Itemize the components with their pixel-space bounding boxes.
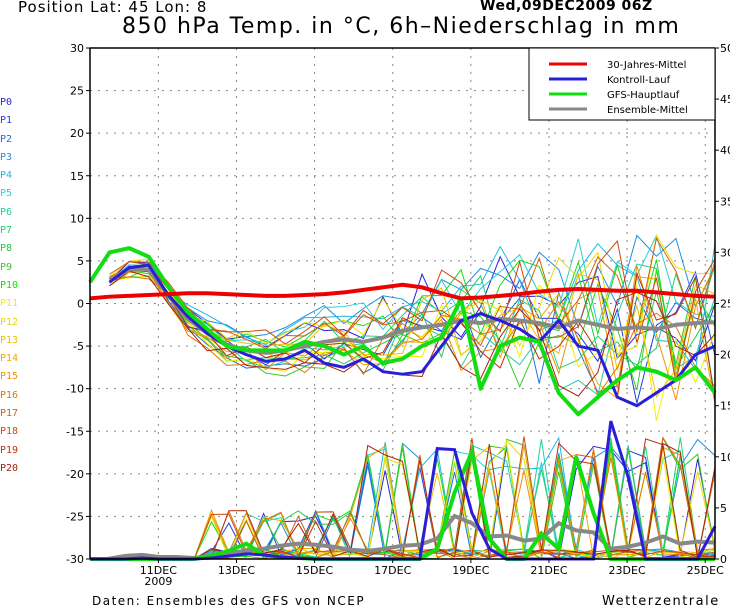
x-tick-label: 11DEC [140, 564, 177, 577]
ensemble-member-temp-line [109, 270, 716, 397]
legend-label: 30-Jahres-Mittel [607, 60, 686, 71]
member-label: P7 [0, 225, 13, 237]
y-tick-label-left: -15 [66, 425, 84, 438]
member-label: P18 [0, 426, 19, 438]
member-label: P12 [0, 316, 19, 328]
x-tick-label: 19DEC [452, 564, 489, 577]
y-tick-label-right: 20 [720, 349, 730, 362]
member-label: P13 [0, 334, 19, 346]
y-tick-label-left: -5 [73, 340, 84, 353]
position-label: Position Lat: 45 Lon: 8 [18, 0, 208, 16]
y-tick-label-right: 50 [720, 42, 730, 55]
y-tick-label-left: -10 [66, 383, 84, 396]
x-tick-label: 13DEC [218, 564, 255, 577]
y-tick-label-right: 10 [720, 451, 730, 464]
member-label: P15 [0, 371, 19, 383]
y-tick-label-right: 5 [720, 502, 727, 515]
member-label: P20 [0, 462, 19, 474]
chart-title: 850 hPa Temp. in °C, 6h–Niederschlag in … [122, 14, 681, 39]
member-label: P1 [0, 115, 13, 127]
member-label: P6 [0, 206, 13, 218]
y-tick-label-right: 40 [720, 144, 730, 157]
legend-label: Kontroll-Lauf [607, 75, 671, 86]
member-label: P16 [0, 389, 19, 401]
x-tick-label: 21DEC [530, 564, 567, 577]
y-tick-label-left: -30 [66, 553, 84, 566]
x-tick-sublabel: 2009 [144, 575, 172, 588]
member-label: P5 [0, 188, 13, 200]
ensemble-member-temp-line [109, 276, 716, 397]
x-tick-label: 23DEC [609, 564, 646, 577]
y-tick-label-right: 30 [720, 246, 730, 259]
data-source: Daten: Ensembles des GFS von NCEP [92, 594, 366, 608]
x-tick-label: 17DEC [374, 564, 411, 577]
member-label: P9 [0, 261, 13, 273]
ensemble-member-temp-line [109, 274, 716, 421]
temp-line-gfs-hauptlauf [88, 246, 717, 417]
x-tick-label: 15DEC [296, 564, 333, 577]
x-tick-label: 25DEC [687, 564, 724, 577]
y-tick-label-right: 15 [720, 400, 730, 413]
y-tick-label-left: 5 [77, 255, 84, 268]
y-tick-label-left: 25 [70, 85, 84, 98]
ensemble-member-temp-line [109, 242, 716, 371]
legend: 30-Jahres-Mittel Kontroll-Lauf GFS-Hauptla… [528, 47, 716, 121]
y-tick-label-left: -20 [66, 468, 84, 481]
member-label: P11 [0, 298, 19, 310]
run-date: Wed,09DEC2009 06Z [480, 0, 653, 14]
member-label: P10 [0, 279, 19, 291]
member-label: P0 [0, 97, 13, 108]
y-tick-label-left: 0 [77, 298, 84, 311]
brand: Wetterzentrale [602, 594, 720, 609]
member-label: P8 [0, 243, 13, 255]
axes: -30 -25 -20 -15 -10 -5 0 5 10 15 20 25 30 0 5 10 15 20 25 3… [66, 42, 730, 588]
member-label: P17 [0, 408, 19, 420]
member-label: P14 [0, 353, 19, 365]
y-tick-label-right: 0 [720, 553, 727, 566]
y-tick-label-right: 45 [720, 93, 730, 106]
legend-label: Ensemble-Mittel [607, 105, 688, 116]
y-tick-label-left: 20 [70, 127, 84, 140]
ensemble-member-temp-line [109, 270, 716, 405]
legend-label: GFS-Hauptlauf [607, 90, 680, 101]
y-tick-label-right: 25 [720, 298, 730, 311]
y-tick-label-left: 30 [70, 42, 84, 55]
member-labels: P0 P1 P2 P3 P4 P5 P6 P7 P8 P9 P10 P11 P12 P13 P14 P15 P1… [0, 96, 18, 480]
ensemble-member-temp-line [109, 269, 716, 398]
main-temperature-series [88, 246, 717, 417]
y-tick-label-right: 35 [720, 195, 730, 208]
temp-line-kontroll-lauf [108, 263, 716, 408]
y-tick-label-left: -25 [66, 510, 84, 523]
y-tick-label-left: 15 [70, 170, 84, 183]
temp-line-30-jahres-mittel [89, 282, 716, 301]
ensemble-member-temp-line [109, 259, 716, 376]
member-label: P4 [0, 170, 13, 182]
ensemble-member-temp-line [109, 233, 716, 355]
member-label: P3 [0, 151, 13, 163]
y-tick-label-left: 10 [70, 212, 84, 225]
member-label: P19 [0, 444, 19, 456]
member-label: P2 [0, 133, 13, 145]
